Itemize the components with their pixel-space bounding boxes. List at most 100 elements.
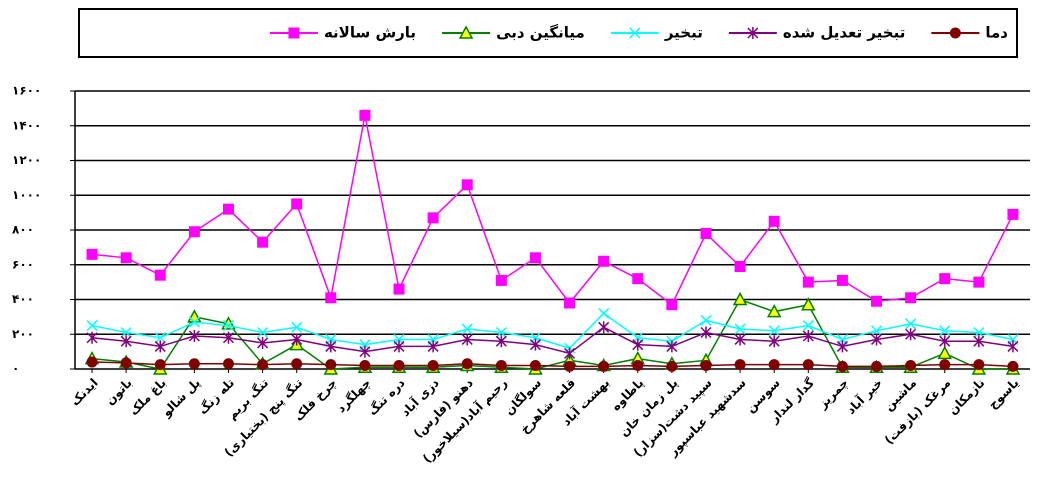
data-point: [427, 340, 439, 353]
data-point: [632, 360, 644, 372]
legend-label: تبخیر: [664, 24, 703, 42]
data-point: [905, 318, 917, 330]
data-point: [291, 321, 303, 333]
data-point: [188, 226, 200, 238]
data-point: [870, 325, 883, 337]
data-point: [766, 304, 782, 318]
data-point: [291, 358, 303, 370]
data-point: [188, 316, 200, 328]
data-point: [495, 335, 507, 348]
data-point: [700, 314, 712, 326]
data-point: [564, 347, 576, 360]
data-point: [939, 335, 951, 348]
data-point: [939, 359, 951, 371]
data-point: [666, 340, 678, 353]
data-point: [802, 359, 814, 371]
legend-box: [78, 8, 1018, 58]
data-point: [598, 255, 610, 267]
data-point: [734, 260, 746, 272]
data-point: [802, 276, 814, 288]
data-point: [86, 248, 98, 260]
data-point: [802, 329, 814, 342]
data-point: [427, 212, 439, 224]
legend-label: دما: [985, 24, 1008, 42]
data-point: [598, 360, 610, 372]
data-point: [802, 320, 814, 332]
legend-marker: [949, 27, 961, 39]
data-point: [222, 358, 234, 370]
data-point: [700, 326, 712, 339]
data-point: [222, 331, 235, 344]
data-point: [732, 291, 748, 306]
data-point: [836, 274, 848, 286]
data-point: [154, 359, 166, 371]
data-point: [529, 252, 541, 264]
data-point: [905, 328, 917, 341]
data-point: [461, 358, 473, 370]
data-point: [359, 360, 371, 372]
data-point: [257, 326, 269, 339]
data-point: [939, 325, 951, 337]
data-point: [768, 359, 780, 371]
data-point: [461, 179, 473, 191]
data-point: [973, 359, 985, 371]
data-point: [973, 276, 985, 288]
data-point: [120, 335, 132, 348]
y-tick-label: ۸۰۰: [12, 223, 34, 237]
series-line: [92, 361, 1013, 368]
x-tick-label: خیر آباد: [843, 375, 885, 417]
data-point: [871, 360, 883, 372]
data-point: [359, 109, 371, 121]
data-point: [188, 329, 200, 342]
series-line: [91, 115, 1014, 306]
data-point: [700, 360, 712, 372]
data-point: [632, 273, 644, 285]
data-point: [86, 356, 98, 368]
data-point: [495, 326, 507, 339]
data-point: [1007, 360, 1019, 372]
data-point: [154, 340, 166, 353]
x-tick-label: ایدنک: [68, 376, 101, 409]
legend-marker: [629, 27, 641, 39]
data-point: [120, 357, 132, 369]
data-point: [870, 333, 883, 346]
legend-label: میانگین دبی: [496, 24, 585, 42]
data-point: [734, 323, 746, 335]
data-point: [222, 203, 234, 215]
series-line: [91, 298, 1013, 370]
data-point: [393, 340, 405, 353]
legend-label: بارش سالانه: [324, 24, 416, 42]
data-point: [291, 198, 303, 210]
data-point: [836, 360, 848, 372]
data-point: [801, 297, 816, 311]
data-point: [1007, 340, 1019, 353]
data-point: [325, 359, 337, 371]
data-point: [393, 283, 405, 295]
y-tick-label: ۱۴۰۰: [12, 118, 41, 132]
data-point: [461, 323, 473, 335]
legend-label: تبخیر تعدیل شده: [783, 24, 906, 42]
data-point: [325, 292, 337, 304]
data-point: [632, 338, 644, 351]
data-point: [120, 326, 132, 339]
data-point: [905, 292, 917, 304]
data-point: [734, 359, 746, 371]
data-point: [325, 340, 337, 353]
data-point: [564, 360, 576, 372]
data-point: [768, 215, 780, 227]
data-point: [529, 360, 541, 372]
data-point: [495, 360, 507, 372]
data-point: [222, 320, 235, 332]
data-point: [564, 297, 576, 309]
series-line: [91, 312, 1014, 350]
data-point: [154, 269, 166, 281]
data-point: [836, 340, 848, 353]
data-point: [187, 309, 202, 323]
data-point: [666, 360, 678, 372]
data-point: [734, 333, 746, 346]
data-point: [666, 299, 678, 311]
legend-marker: [747, 27, 759, 39]
data-point: [461, 333, 473, 346]
legend-marker: [458, 25, 474, 39]
